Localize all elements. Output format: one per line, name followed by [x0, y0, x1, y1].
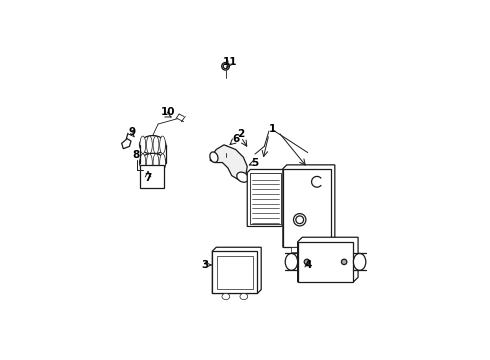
- Text: 4: 4: [304, 260, 311, 270]
- Bar: [283, 169, 331, 247]
- Ellipse shape: [285, 253, 297, 270]
- Ellipse shape: [140, 153, 166, 172]
- Text: 10: 10: [161, 108, 175, 117]
- Ellipse shape: [140, 154, 146, 171]
- Ellipse shape: [147, 154, 152, 171]
- Ellipse shape: [140, 136, 166, 154]
- Text: 11: 11: [223, 58, 238, 67]
- Polygon shape: [247, 170, 285, 226]
- Ellipse shape: [153, 136, 159, 154]
- Ellipse shape: [221, 62, 229, 70]
- Text: 9: 9: [129, 127, 136, 137]
- Bar: [140, 165, 164, 188]
- Text: 7: 7: [145, 173, 152, 183]
- Bar: [249, 172, 281, 224]
- Ellipse shape: [342, 259, 347, 265]
- Ellipse shape: [153, 154, 159, 171]
- Ellipse shape: [240, 293, 248, 300]
- Ellipse shape: [223, 145, 228, 153]
- Ellipse shape: [222, 293, 230, 300]
- Ellipse shape: [140, 136, 146, 154]
- Text: 8: 8: [132, 150, 139, 160]
- Ellipse shape: [210, 152, 218, 162]
- Bar: [297, 242, 353, 282]
- Ellipse shape: [223, 64, 228, 69]
- Polygon shape: [283, 165, 335, 247]
- Ellipse shape: [294, 213, 306, 226]
- Text: 5: 5: [251, 158, 259, 167]
- Bar: [212, 251, 257, 293]
- Text: 1: 1: [269, 125, 276, 134]
- Text: 6: 6: [232, 134, 239, 144]
- Polygon shape: [122, 139, 131, 149]
- Polygon shape: [297, 237, 358, 282]
- Bar: [217, 256, 253, 289]
- Text: 3: 3: [201, 260, 208, 270]
- Polygon shape: [212, 247, 261, 293]
- Text: 2: 2: [238, 129, 245, 139]
- Ellipse shape: [237, 172, 248, 182]
- Ellipse shape: [160, 136, 166, 154]
- Polygon shape: [210, 145, 247, 180]
- Ellipse shape: [147, 136, 152, 154]
- Ellipse shape: [296, 216, 304, 224]
- Ellipse shape: [353, 253, 366, 270]
- Bar: [291, 247, 323, 252]
- Ellipse shape: [304, 259, 310, 265]
- Ellipse shape: [160, 154, 166, 171]
